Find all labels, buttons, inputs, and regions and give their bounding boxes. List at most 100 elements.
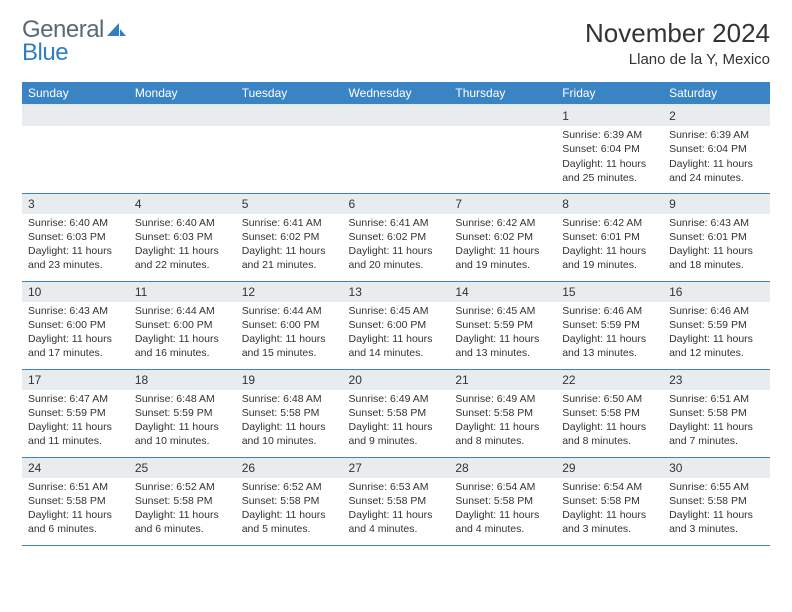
day-number — [22, 106, 129, 126]
sunrise-text: Sunrise: 6:44 AM — [242, 304, 337, 318]
day-number — [129, 106, 236, 126]
sunrise-text: Sunrise: 6:39 AM — [669, 128, 764, 142]
daylight-text: Daylight: 11 hours and 19 minutes. — [562, 244, 657, 272]
daylight-text: Daylight: 11 hours and 21 minutes. — [242, 244, 337, 272]
day-number: 20 — [343, 370, 450, 390]
day-number: 29 — [556, 458, 663, 478]
sunrise-text: Sunrise: 6:46 AM — [669, 304, 764, 318]
daylight-text: Daylight: 11 hours and 8 minutes. — [562, 420, 657, 448]
sunrise-text: Sunrise: 6:51 AM — [669, 392, 764, 406]
calendar-row: 1Sunrise: 6:39 AMSunset: 6:04 PMDaylight… — [22, 105, 770, 193]
calendar-cell — [129, 105, 236, 193]
sunset-text: Sunset: 6:00 PM — [135, 318, 230, 332]
day-number: 1 — [556, 106, 663, 126]
calendar-row: 10Sunrise: 6:43 AMSunset: 6:00 PMDayligh… — [22, 281, 770, 369]
daylight-text: Daylight: 11 hours and 5 minutes. — [242, 508, 337, 536]
weekday-header: Saturday — [663, 82, 770, 105]
calendar-cell: 10Sunrise: 6:43 AMSunset: 6:00 PMDayligh… — [22, 281, 129, 369]
weekday-header: Friday — [556, 82, 663, 105]
day-body: Sunrise: 6:44 AMSunset: 6:00 PMDaylight:… — [236, 302, 343, 365]
sunset-text: Sunset: 5:58 PM — [562, 494, 657, 508]
day-number: 23 — [663, 370, 770, 390]
sunrise-text: Sunrise: 6:50 AM — [562, 392, 657, 406]
daylight-text: Daylight: 11 hours and 7 minutes. — [669, 420, 764, 448]
day-body: Sunrise: 6:43 AMSunset: 6:00 PMDaylight:… — [22, 302, 129, 365]
calendar-cell: 20Sunrise: 6:49 AMSunset: 5:58 PMDayligh… — [343, 369, 450, 457]
calendar-table: Sunday Monday Tuesday Wednesday Thursday… — [22, 82, 770, 546]
sunset-text: Sunset: 6:00 PM — [349, 318, 444, 332]
daylight-text: Daylight: 11 hours and 12 minutes. — [669, 332, 764, 360]
title-block: November 2024 Llano de la Y, Mexico — [585, 18, 770, 68]
day-body: Sunrise: 6:52 AMSunset: 5:58 PMDaylight:… — [236, 478, 343, 541]
day-number: 14 — [449, 282, 556, 302]
day-number: 17 — [22, 370, 129, 390]
daylight-text: Daylight: 11 hours and 4 minutes. — [455, 508, 550, 536]
sunset-text: Sunset: 5:59 PM — [669, 318, 764, 332]
sunrise-text: Sunrise: 6:52 AM — [135, 480, 230, 494]
day-number: 12 — [236, 282, 343, 302]
daylight-text: Daylight: 11 hours and 14 minutes. — [349, 332, 444, 360]
sunset-text: Sunset: 5:58 PM — [242, 406, 337, 420]
sunrise-text: Sunrise: 6:47 AM — [28, 392, 123, 406]
day-number — [449, 106, 556, 126]
sunrise-text: Sunrise: 6:45 AM — [349, 304, 444, 318]
sunrise-text: Sunrise: 6:49 AM — [455, 392, 550, 406]
daylight-text: Daylight: 11 hours and 17 minutes. — [28, 332, 123, 360]
calendar-cell: 15Sunrise: 6:46 AMSunset: 5:59 PMDayligh… — [556, 281, 663, 369]
sunset-text: Sunset: 6:03 PM — [28, 230, 123, 244]
calendar-cell: 27Sunrise: 6:53 AMSunset: 5:58 PMDayligh… — [343, 457, 450, 545]
sunset-text: Sunset: 5:59 PM — [455, 318, 550, 332]
sunrise-text: Sunrise: 6:42 AM — [455, 216, 550, 230]
sunrise-text: Sunrise: 6:52 AM — [242, 480, 337, 494]
calendar-cell: 13Sunrise: 6:45 AMSunset: 6:00 PMDayligh… — [343, 281, 450, 369]
calendar-row: 17 Sunrise: 6:47 AMSunset: 5:59 PM Dayligh… — [22, 369, 770, 457]
sunset-text: Sunset: 5:58 PM — [242, 494, 337, 508]
sunrise-text: Sunrise: 6:53 AM — [349, 480, 444, 494]
calendar-cell: 19Sunrise: 6:48 AMSunset: 5:58 PMDayligh… — [236, 369, 343, 457]
daylight-text: Daylight: 11 hours and 3 minutes. — [669, 508, 764, 536]
sunset-text: Sunset: 5:59 PM — [562, 318, 657, 332]
sunset-text: Sunset: 5:58 PM — [28, 494, 123, 508]
day-number: 8 — [556, 194, 663, 214]
sunrise-text: Sunrise: 6:55 AM — [669, 480, 764, 494]
day-number: 30 — [663, 458, 770, 478]
sunset-text: Sunset: 6:02 PM — [242, 230, 337, 244]
calendar-cell: 28Sunrise: 6:54 AMSunset: 5:58 PMDayligh… — [449, 457, 556, 545]
day-number: 6 — [343, 194, 450, 214]
daylight-text: Daylight: 11 hours and 19 minutes. — [455, 244, 550, 272]
daylight-text: Daylight: 11 hours and 13 minutes. — [455, 332, 550, 360]
day-body: Sunrise: 6:55 AMSunset: 5:58 PMDaylight:… — [663, 478, 770, 541]
logo-sail-icon — [107, 19, 129, 43]
day-number: 3 — [22, 194, 129, 214]
day-number: 24 — [22, 458, 129, 478]
day-number: 15 — [556, 282, 663, 302]
daylight-text: Daylight: 11 hours and 18 minutes. — [669, 244, 764, 272]
day-body: Sunrise: 6:46 AMSunset: 5:59 PMDaylight:… — [556, 302, 663, 365]
calendar-cell: 7Sunrise: 6:42 AMSunset: 6:02 PMDaylight… — [449, 193, 556, 281]
weekday-header: Thursday — [449, 82, 556, 105]
calendar-cell — [449, 105, 556, 193]
day-number: 4 — [129, 194, 236, 214]
sunset-text: Sunset: 5:58 PM — [455, 494, 550, 508]
day-body: Sunrise: 6:45 AMSunset: 5:59 PMDaylight:… — [449, 302, 556, 365]
day-body: Sunrise: 6:53 AMSunset: 5:58 PMDaylight:… — [343, 478, 450, 541]
location: Llano de la Y, Mexico — [585, 51, 770, 68]
calendar-cell: 5Sunrise: 6:41 AMSunset: 6:02 PMDaylight… — [236, 193, 343, 281]
day-body: Sunrise: 6:51 AMSunset: 5:58 PMDaylight:… — [22, 478, 129, 541]
sunset-text: Sunset: 5:58 PM — [669, 494, 764, 508]
day-number: 10 — [22, 282, 129, 302]
calendar-cell: 21Sunrise: 6:49 AMSunset: 5:58 PMDayligh… — [449, 369, 556, 457]
calendar-cell: 12Sunrise: 6:44 AMSunset: 6:00 PMDayligh… — [236, 281, 343, 369]
month-title: November 2024 — [585, 18, 770, 49]
day-number: 22 — [556, 370, 663, 390]
calendar-cell: 23Sunrise: 6:51 AMSunset: 5:58 PMDayligh… — [663, 369, 770, 457]
day-number — [236, 106, 343, 126]
sunrise-text: Sunrise: 6:49 AM — [349, 392, 444, 406]
calendar-cell: 6Sunrise: 6:41 AMSunset: 6:02 PMDaylight… — [343, 193, 450, 281]
day-body: Sunrise: 6:43 AMSunset: 6:01 PMDaylight:… — [663, 214, 770, 277]
sunset-text: Sunset: 5:59 PM — [28, 406, 123, 420]
day-body — [449, 126, 556, 132]
calendar-cell: 26Sunrise: 6:52 AMSunset: 5:58 PMDayligh… — [236, 457, 343, 545]
daylight-text: Daylight: 11 hours and 4 minutes. — [349, 508, 444, 536]
calendar-cell: 22Sunrise: 6:50 AMSunset: 5:58 PMDayligh… — [556, 369, 663, 457]
